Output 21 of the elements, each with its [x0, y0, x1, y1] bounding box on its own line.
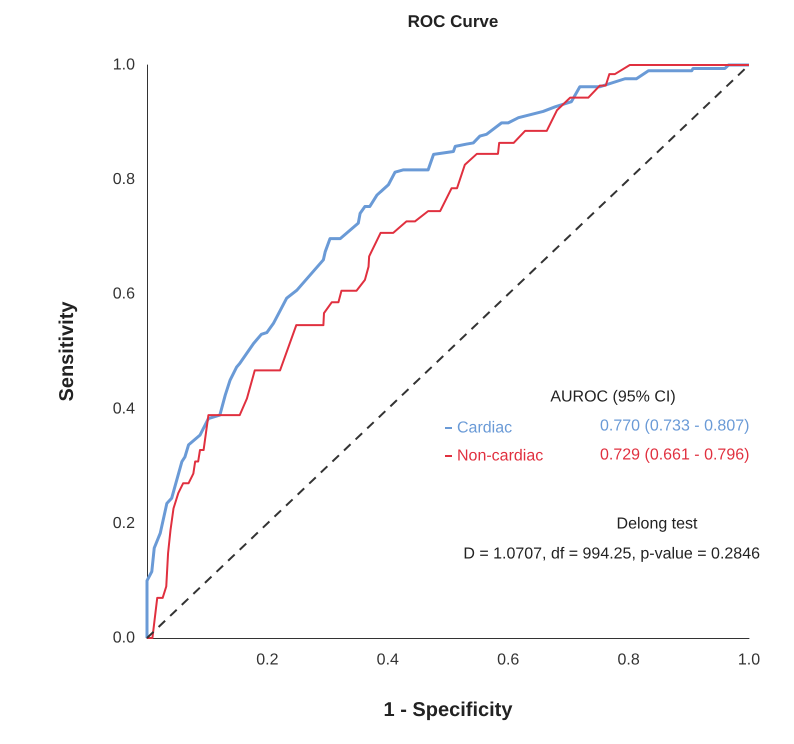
annotation: D = 1.0707, df = 994.25, p-value = 0.2846 — [463, 546, 760, 562]
x-tick-label: 0.2 — [256, 652, 279, 668]
y-tick-label: 0.4 — [112, 400, 136, 418]
annotation: 0.729 (0.661 - 0.796) — [600, 446, 750, 464]
y-tick-label: 0.2 — [112, 514, 136, 532]
y-tick-label: 0.6 — [112, 286, 136, 303]
legend-label: Non-cardiac — [457, 448, 544, 464]
x-axis-title: 1 - Specificity — [384, 699, 514, 721]
annotation: AUROC (95% CI) — [550, 388, 676, 406]
x-tick-label: 1.0 — [738, 652, 760, 668]
legend-label: Cardiac — [457, 420, 512, 436]
y-tick-label: 0.8 — [112, 171, 136, 188]
y-axis-title: Sensitivity — [56, 300, 78, 402]
chart-title: ROC Curve — [408, 12, 498, 31]
annotation: Delong test — [616, 516, 698, 532]
x-tick-label: 0.6 — [497, 652, 520, 668]
y-tick-label: 1.0 — [112, 56, 136, 74]
x-tick-label: 0.8 — [617, 652, 640, 668]
annotation: 0.770 (0.733 - 0.807) — [600, 418, 750, 434]
y-tick-label: 0.0 — [112, 630, 136, 646]
x-tick-label: 0.4 — [376, 652, 400, 668]
